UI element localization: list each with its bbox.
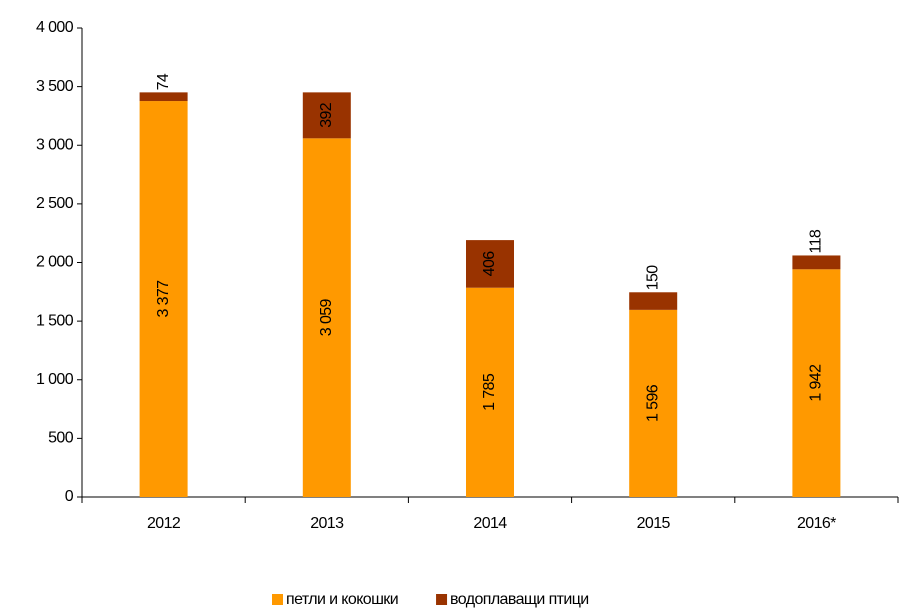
x-tick-label: 2014 (473, 515, 507, 532)
x-tick-label: 2015 (637, 515, 671, 532)
bar-segment (139, 101, 188, 497)
x-tick-label: 2016* (797, 515, 836, 532)
y-tick-label: 3 000 (36, 136, 74, 153)
legend-swatch (436, 594, 448, 605)
data-label: 3 377 (155, 280, 172, 318)
y-tick-label: 2 500 (36, 195, 74, 212)
data-label: 3 059 (318, 298, 335, 336)
bar-segment (302, 92, 351, 139)
bar-segment (792, 255, 841, 270)
data-label: 1 596 (644, 384, 661, 422)
bar-segment (302, 138, 351, 497)
bar-segment (139, 92, 188, 102)
bar-segment (466, 287, 514, 497)
data-label: 74 (155, 73, 172, 90)
data-label: 392 (318, 102, 335, 128)
x-tick-label: 2012 (147, 515, 181, 532)
y-tick-label: 2 000 (36, 254, 74, 271)
bar-segment (629, 309, 678, 497)
bar-segment (629, 292, 678, 310)
legend-label: водоплаващи птици (450, 591, 589, 608)
y-tick-label: 0 (65, 488, 74, 505)
data-label: 1 785 (481, 373, 498, 411)
x-tick-label: 2013 (310, 515, 344, 532)
legend-swatch (272, 594, 283, 605)
y-tick-label: 1 000 (36, 371, 74, 388)
y-tick-label: 500 (48, 430, 74, 447)
y-tick-label: 4 000 (36, 19, 74, 36)
bar-segment (792, 269, 841, 497)
bar-segment (466, 240, 514, 288)
data-label: 118 (808, 229, 825, 253)
legend-label: петли и кокошки (286, 591, 398, 608)
y-tick-label: 3 500 (36, 78, 74, 95)
data-label: 150 (644, 265, 661, 291)
data-label: 1 942 (808, 364, 825, 402)
y-tick-label: 1 500 (36, 312, 74, 329)
data-label: 406 (481, 251, 498, 277)
